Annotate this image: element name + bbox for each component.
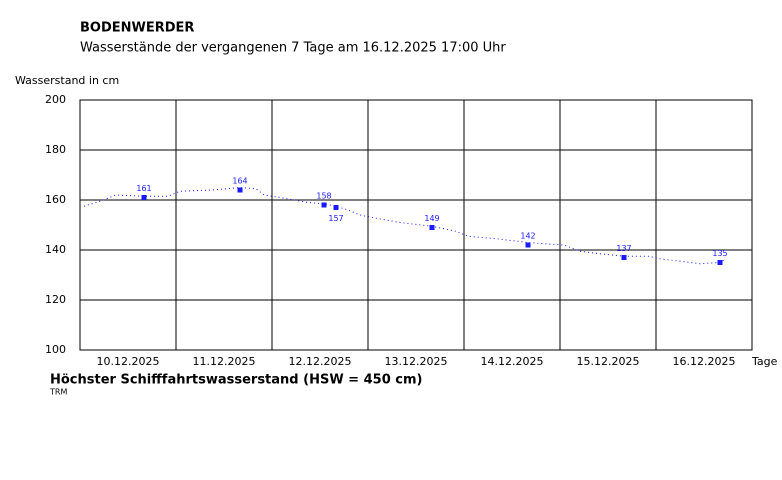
marker xyxy=(525,242,531,248)
y-tick-label: 120 xyxy=(45,293,66,306)
value-label: 149 xyxy=(424,214,439,223)
value-label: 137 xyxy=(616,244,631,253)
marker xyxy=(717,260,723,265)
value-label: 157 xyxy=(328,214,343,223)
value-label: 158 xyxy=(316,192,331,201)
chart-subtitle: Wasserstände der vergangenen 7 Tage am 1… xyxy=(80,41,506,56)
marker xyxy=(141,195,147,200)
y-axis-label: Wasserstand in cm xyxy=(15,74,119,87)
x-axis-label: Tage xyxy=(751,355,778,368)
x-tick-label: 12.12.2025 xyxy=(289,355,352,368)
water-level-line xyxy=(83,186,727,265)
chart-title: BODENWERDER xyxy=(80,21,194,36)
x-tick-label: 10.12.2025 xyxy=(97,355,160,368)
marker xyxy=(333,205,339,210)
x-tick-label: 16.12.2025 xyxy=(673,355,736,368)
y-tick-label: 160 xyxy=(45,193,66,206)
x-tick-label: 13.12.2025 xyxy=(385,355,448,368)
x-tick-label: 15.12.2025 xyxy=(577,355,640,368)
marker xyxy=(237,187,243,193)
y-tick-label: 140 xyxy=(45,243,66,256)
marker xyxy=(621,255,627,260)
source: TRM xyxy=(49,388,67,397)
value-label: 135 xyxy=(712,249,727,258)
x-tick-label: 11.12.2025 xyxy=(193,355,256,368)
marker xyxy=(429,225,435,230)
y-tick-label: 200 xyxy=(45,93,66,106)
y-tick-label: 180 xyxy=(45,143,66,156)
value-label: 161 xyxy=(136,184,151,193)
x-tick-label: 14.12.2025 xyxy=(481,355,544,368)
footer: Höchster Schifffahrtswasserstand (HSW = … xyxy=(50,373,422,388)
value-label: 164 xyxy=(232,177,247,186)
plot-frame xyxy=(79,99,753,351)
y-tick-label: 100 xyxy=(45,343,66,356)
value-label: 142 xyxy=(520,232,535,241)
marker xyxy=(321,202,327,208)
